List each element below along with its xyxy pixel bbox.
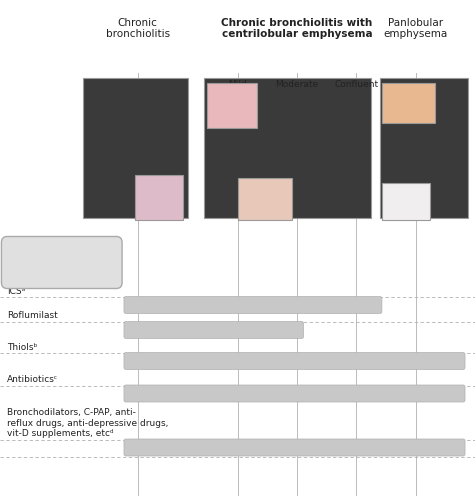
Text: ICSᵃ: ICSᵃ (7, 286, 25, 296)
Text: If frequent AECOPD,
consider for prevention:: If frequent AECOPD, consider for prevent… (7, 253, 116, 272)
Bar (238, 178, 292, 220)
Bar (382, 182, 430, 220)
FancyBboxPatch shape (1, 236, 122, 288)
Text: Antibioticsᶜ: Antibioticsᶜ (7, 375, 58, 384)
Text: Moderate: Moderate (276, 80, 318, 89)
FancyBboxPatch shape (124, 296, 382, 314)
Bar (207, 82, 256, 128)
Text: Mild: Mild (228, 80, 247, 89)
Bar (380, 78, 468, 218)
FancyBboxPatch shape (124, 352, 465, 370)
Bar (83, 78, 188, 218)
Text: Chronic
bronchiolitis: Chronic bronchiolitis (105, 18, 170, 39)
FancyBboxPatch shape (124, 385, 465, 402)
Text: Thiolsᵇ: Thiolsᵇ (7, 342, 38, 351)
Text: Panlobular
emphysema: Panlobular emphysema (383, 18, 448, 39)
FancyBboxPatch shape (124, 439, 465, 456)
Text: Confluent: Confluent (334, 80, 378, 89)
Bar (382, 82, 435, 122)
Text: Chronic bronchiolitis with
centrilobular emphysema: Chronic bronchiolitis with centrilobular… (221, 18, 372, 39)
FancyBboxPatch shape (124, 322, 304, 338)
Bar (135, 175, 183, 220)
Text: Roflumilast: Roflumilast (7, 312, 58, 320)
Text: Bronchodilators, C-PAP, anti-
reflux drugs, anti-depressive drugs,
vit-D supplem: Bronchodilators, C-PAP, anti- reflux dru… (7, 408, 169, 438)
Bar (204, 78, 370, 218)
